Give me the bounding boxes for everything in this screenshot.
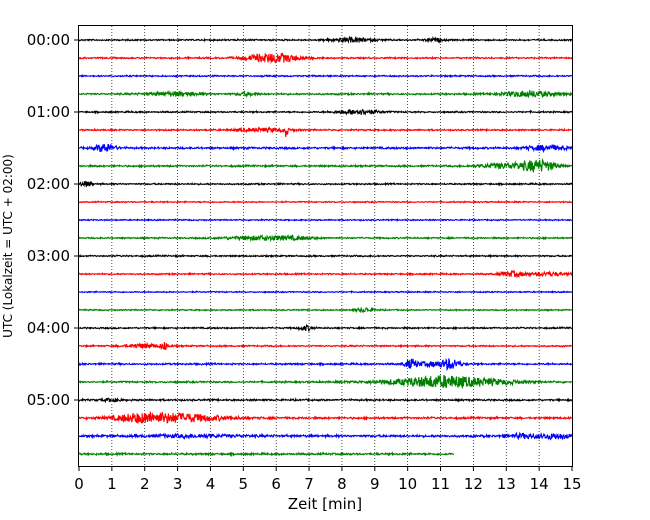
seismic-trace bbox=[78, 357, 573, 372]
x-tick-label: 2 bbox=[140, 475, 150, 493]
x-tick-label: 3 bbox=[173, 475, 183, 493]
x-axis-label: Zeit [min] bbox=[288, 495, 362, 513]
seismic-trace bbox=[78, 289, 573, 295]
seismic-trace bbox=[78, 199, 573, 205]
seismic-trace bbox=[78, 143, 573, 154]
x-tick-label: 12 bbox=[464, 475, 483, 493]
y-axis: 00:00 01:00 02:00 03:00 04:00 05:00 bbox=[27, 31, 79, 409]
seismic-trace bbox=[78, 450, 455, 458]
x-tick-label: 15 bbox=[562, 475, 581, 493]
y-tick-label: 01:00 bbox=[27, 103, 70, 121]
seismic-trace bbox=[78, 35, 573, 44]
x-tick-label: 11 bbox=[431, 475, 450, 493]
x-tick-label: 6 bbox=[271, 475, 281, 493]
x-tick-label: 10 bbox=[398, 475, 417, 493]
y-tick-label: 05:00 bbox=[27, 391, 70, 409]
seismic-trace bbox=[78, 157, 573, 173]
x-tick-label: 13 bbox=[497, 475, 516, 493]
seismic-trace bbox=[78, 269, 573, 279]
seismic-trace bbox=[78, 410, 573, 424]
seismic-trace bbox=[78, 217, 573, 222]
y-tick-label: 03:00 bbox=[27, 247, 70, 265]
x-tick-label: 9 bbox=[370, 475, 380, 493]
seismic-trace bbox=[78, 431, 573, 441]
x-axis: 0 1 2 3 4 5 6 7 8 9 10 11 12 13 14 15 bbox=[74, 466, 582, 493]
seismic-trace bbox=[78, 108, 573, 116]
x-tick-label: 0 bbox=[74, 475, 84, 493]
seismic-trace bbox=[78, 73, 573, 79]
seismic-trace bbox=[78, 52, 573, 65]
x-tick-label: 5 bbox=[239, 475, 249, 493]
seismic-trace bbox=[78, 89, 573, 99]
x-tick-label: 8 bbox=[337, 475, 347, 493]
y-tick-label: 00:00 bbox=[27, 31, 70, 49]
seismic-trace bbox=[78, 180, 573, 188]
x-tick-label: 14 bbox=[530, 475, 549, 493]
x-tick-label: 7 bbox=[304, 475, 314, 493]
seismic-trace bbox=[78, 233, 573, 243]
seismic-trace bbox=[78, 374, 573, 390]
seismic-trace bbox=[78, 341, 573, 351]
x-tick-label: 4 bbox=[206, 475, 216, 493]
trace-group bbox=[78, 35, 573, 458]
x-tick-label: 1 bbox=[107, 475, 117, 493]
y-tick-label: 04:00 bbox=[27, 319, 70, 337]
seismic-trace bbox=[78, 126, 573, 137]
seismic-trace bbox=[78, 306, 573, 314]
seismic-trace bbox=[78, 253, 573, 259]
seismic-trace bbox=[78, 397, 573, 404]
y-tick-label: 02:00 bbox=[27, 175, 70, 193]
grid-lines bbox=[111, 26, 540, 466]
y-axis-label: UTC (Lokalzeit = UTC + 02:00) bbox=[1, 154, 15, 338]
plot-frame bbox=[78, 25, 573, 467]
seismic-trace bbox=[78, 323, 573, 333]
